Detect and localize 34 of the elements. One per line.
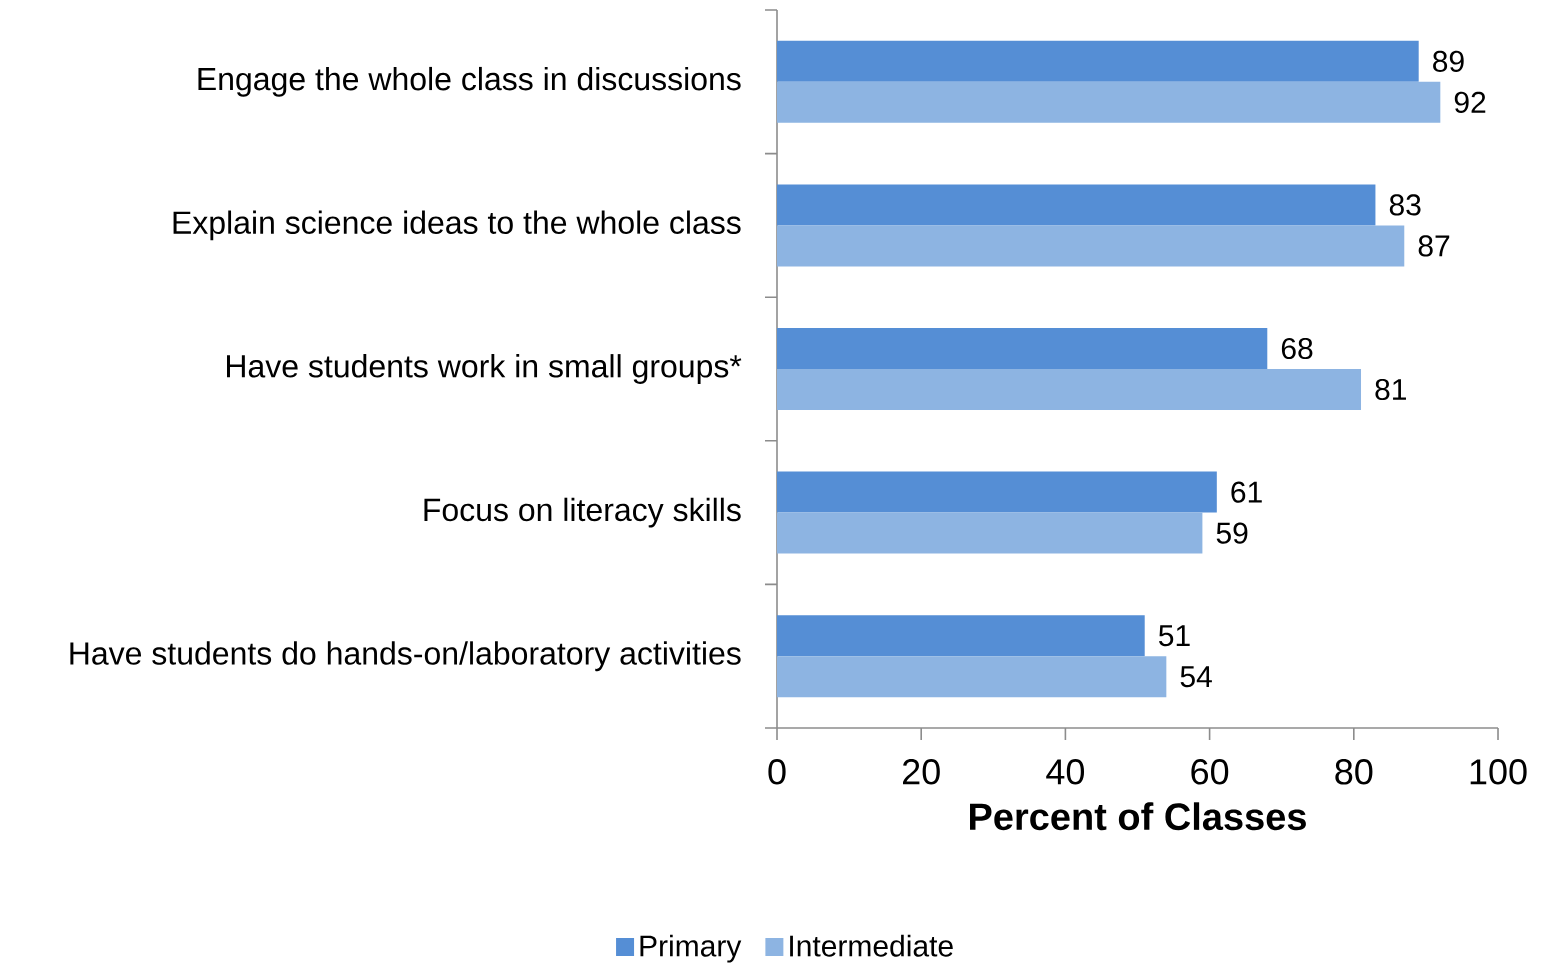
bar [777,615,1145,657]
bar [777,184,1376,226]
bar [777,471,1217,513]
x-tick-label: 100 [1470,759,1527,785]
data-label: 81 [1375,378,1406,401]
bar [777,328,1268,370]
legend-label: Primary [640,934,742,963]
legend-label: Intermediate [790,934,953,957]
x-tick-label: 60 [1191,759,1229,785]
data-label: 54 [1180,666,1212,688]
bar [777,512,1203,554]
data-label: 89 [1433,50,1464,72]
x-tick-label: 20 [903,759,940,785]
y-tick-label: Have students do hands-on/laboratory activities [70,641,741,672]
y-tick-label: Focus on literacy skills [424,497,741,528]
data-label: 61 [1231,481,1262,503]
bar [777,225,1405,267]
data-label: 68 [1281,337,1313,360]
bar [777,81,1441,123]
bar [777,656,1167,698]
x-tick-label: 0 [768,759,786,785]
x-tick-label: 40 [1046,759,1085,785]
bar [777,40,1419,82]
data-label: 92 [1454,91,1486,113]
x-tick-label: 80 [1335,759,1373,785]
bar [777,369,1362,411]
data-label: 87 [1418,235,1450,257]
y-tick-label: Have students work in small groups* [227,354,742,384]
data-label: 83 [1389,194,1421,216]
y-tick-label: Engage the whole class in discussions [198,66,741,97]
y-tick-label: Explain science ideas to the whole class [173,210,741,241]
x-axis-title: Percent of Classes [970,802,1306,831]
data-label: 59 [1216,522,1248,544]
data-label: 51 [1158,625,1190,647]
